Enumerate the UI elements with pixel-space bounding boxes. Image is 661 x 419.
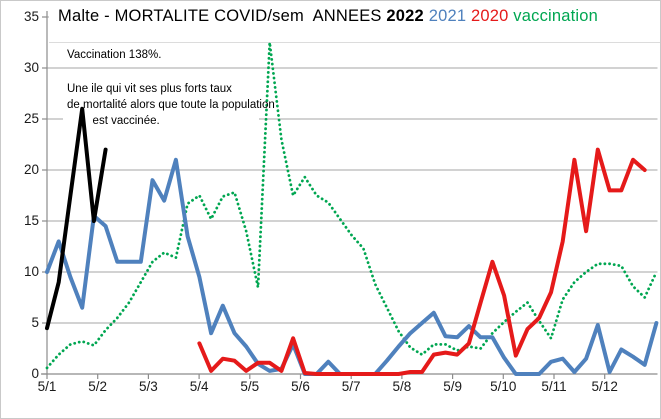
y-axis-label: 35 xyxy=(23,9,39,24)
x-axis-label: 5/11 xyxy=(541,379,567,394)
title-segment: 2021 xyxy=(423,7,467,25)
y-axis-label: 10 xyxy=(23,264,39,279)
x-axis-label: 5/5 xyxy=(240,379,260,394)
x-axis-label: 5/12 xyxy=(591,379,618,394)
series-vaccination xyxy=(45,41,658,370)
annotation-box xyxy=(63,45,167,65)
x-axis-label: 5/7 xyxy=(341,379,361,394)
series-2020 xyxy=(197,147,647,376)
x-axis-label: 5/6 xyxy=(291,379,310,394)
y-axis-label: 25 xyxy=(23,111,39,126)
title-segment: 2020 xyxy=(466,7,509,25)
y-axis-label: 15 xyxy=(23,213,39,228)
annotation-box xyxy=(63,77,259,133)
annotation-commentary: Une ile qui vit ses plus forts taux de m… xyxy=(67,83,275,127)
y-axis-label: 5 xyxy=(31,315,39,330)
x-axis-label: 5/4 xyxy=(189,379,209,394)
title-box xyxy=(49,1,660,42)
x-axis-label: 5/9 xyxy=(443,379,462,394)
x-axis-label: 5/8 xyxy=(392,379,412,394)
annotation-vaccination-rate: Vaccination 138%. xyxy=(67,49,162,61)
x-axis-label: 5/1 xyxy=(37,379,57,394)
title-segment: vaccination xyxy=(508,7,599,25)
x-axis-label: 5/10 xyxy=(490,379,517,394)
title-segment: Malte - MORTALITE COVID/sem ANNEES xyxy=(58,7,387,25)
y-axis-label: 20 xyxy=(23,162,39,177)
series-2021 xyxy=(45,157,659,376)
y-axis-label: 30 xyxy=(23,60,39,75)
series-2022 xyxy=(45,106,108,331)
chart-title: Malte - MORTALITE COVID/sem ANNEES 2022 … xyxy=(58,7,598,26)
x-axis-label: 5/2 xyxy=(88,379,108,394)
y-axis-label: 0 xyxy=(31,366,39,381)
x-axis-label: 5/3 xyxy=(139,379,158,394)
title-segment: 2022 xyxy=(386,7,424,25)
